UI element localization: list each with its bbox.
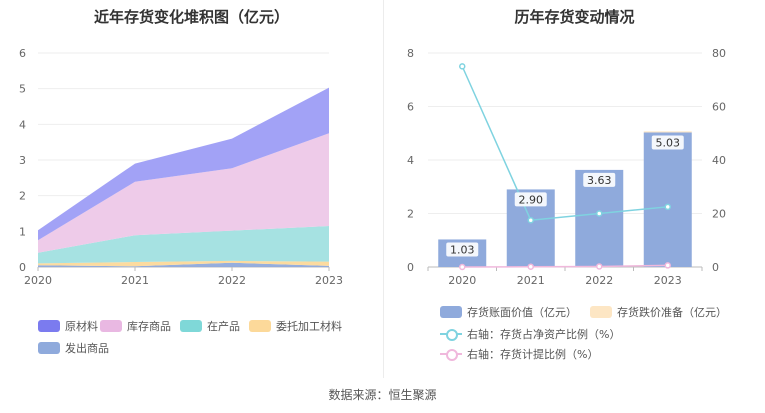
legend-item[interactable]: 原材料 [38, 318, 98, 334]
x-tick-label: 2022 [585, 274, 613, 287]
legend-swatch [38, 342, 60, 354]
y-tick-label: 0 [19, 261, 26, 274]
area-发出商品 [38, 262, 329, 267]
data-source: 数据来源：恒生聚源 [328, 388, 437, 402]
panel-divider [383, 0, 384, 378]
line-右轴：存货占净资产比例（%） [461, 66, 668, 221]
legend-item[interactable]: 发出商品 [38, 340, 109, 356]
y-tick-label: 2 [407, 208, 414, 221]
legend-item[interactable]: 右轴：存货占净资产比例（%） [440, 326, 620, 342]
y2-tick-label: 20 [712, 208, 726, 221]
x-tick-label: 2021 [517, 274, 545, 287]
y2-tick-label: 60 [712, 101, 726, 114]
y2-tick-label: 40 [712, 154, 726, 167]
y-tick-label: 1 [19, 225, 26, 238]
y-tick-label: 8 [407, 47, 414, 60]
x-tick-label: 2023 [654, 274, 682, 287]
y-tick-label: 0 [407, 261, 414, 274]
x-tick-label: 2022 [218, 274, 246, 287]
line-point [459, 263, 466, 271]
y-tick-label: 6 [407, 101, 414, 114]
y-tick-label: 4 [407, 154, 414, 167]
y-tick-label: 2 [19, 190, 26, 203]
area-委托加工材料 [38, 260, 329, 267]
legend-label: 发出商品 [65, 342, 109, 355]
bar-line-panel: 历年存货变动情况 0 0 2 20 4 40 6 60 8 80 2020 2021 2022 2023 1… [384, 0, 765, 380]
right-chart-title: 历年存货变动情况 [514, 8, 635, 26]
legend-label: 存货跌价准备（亿元） [617, 306, 727, 319]
legend-swatch [180, 320, 202, 332]
data-label-bg [651, 135, 684, 150]
data-label-bg [446, 242, 479, 257]
y2-tick-label: 0 [712, 261, 719, 274]
data-label-bg [583, 172, 616, 187]
legend-swatch [249, 320, 271, 332]
legend-swatch [38, 320, 60, 332]
legend-label: 右轴：存货占净资产比例（%） [467, 328, 621, 341]
x-tick-label: 2020 [448, 274, 476, 287]
legend-item[interactable]: 右轴：存货计提比例（%） [440, 346, 598, 362]
line-point [664, 262, 671, 269]
y-tick-label: 5 [19, 83, 26, 96]
legend-swatch [590, 306, 612, 318]
stacked-area-panel: 近年存货变化堆积图（亿元） 0 1 2 3 4 5 6 2020 2021 2022 2023 原材… [0, 0, 383, 380]
legend-swatch [440, 306, 462, 318]
line-point [527, 216, 534, 224]
legend-label: 右轴：存货计提比例（%） [467, 348, 599, 361]
x-tick-label: 2023 [315, 274, 343, 287]
legend-label: 库存商品 [127, 320, 171, 333]
line-point [664, 203, 671, 211]
legend-label: 存货账面价值（亿元） [467, 306, 577, 319]
line-point [596, 210, 603, 217]
legend-swatch [440, 328, 462, 341]
data-label: 5.03 [656, 136, 681, 149]
y-tick-label: 3 [19, 154, 26, 167]
data-label: 1.03 [450, 243, 475, 256]
y-tick-label: 6 [19, 47, 26, 60]
x-tick-label: 2020 [24, 274, 52, 287]
legend-item[interactable]: 在产品 [180, 318, 240, 334]
x-tick-label: 2021 [121, 274, 149, 287]
bar-book-value [643, 132, 692, 267]
bar-provision [643, 131, 692, 133]
bar-line-chart: 0 0 2 20 4 40 6 60 8 80 2020 2021 2022 2023 1.03 2.90 3.… [407, 47, 726, 287]
line-point [527, 263, 534, 270]
legend-label: 委托加工材料 [276, 320, 342, 333]
data-label: 3.63 [587, 174, 612, 187]
left-chart-title: 近年存货变化堆积图（亿元） [93, 8, 289, 26]
line-point [596, 263, 603, 270]
left-legend: 原材料 库存商品 在产品 委托加工材料发出商品 [0, 318, 383, 368]
y2-tick-label: 80 [712, 47, 726, 60]
stacked-area-chart: 0 1 2 3 4 5 6 2020 2021 2022 2023 [19, 47, 343, 287]
legend-item[interactable]: 委托加工材料 [249, 318, 342, 334]
legend-item[interactable]: 库存商品 [100, 318, 171, 334]
legend-item[interactable]: 存货账面价值（亿元） [440, 304, 577, 320]
line-右轴：存货计提比例（%） [462, 264, 668, 268]
data-label-bg [514, 192, 547, 207]
area-库存商品 [38, 133, 329, 253]
data-label: 2.90 [519, 193, 544, 206]
legend-label: 原材料 [65, 320, 98, 333]
line-point [459, 63, 466, 70]
area-在产品 [38, 225, 329, 264]
legend-swatch [100, 320, 122, 332]
y-tick-label: 4 [19, 118, 26, 131]
legend-swatch [440, 348, 462, 361]
right-legend: 存货账面价值（亿元） 存货跌价准备（亿元） 右轴：存货占净资产比例（%） 右轴：存货计… [384, 300, 765, 364]
legend-item[interactable]: 存货跌价准备（亿元） [590, 304, 727, 320]
area-原材料 [38, 87, 329, 241]
legend-label: 在产品 [207, 320, 240, 333]
